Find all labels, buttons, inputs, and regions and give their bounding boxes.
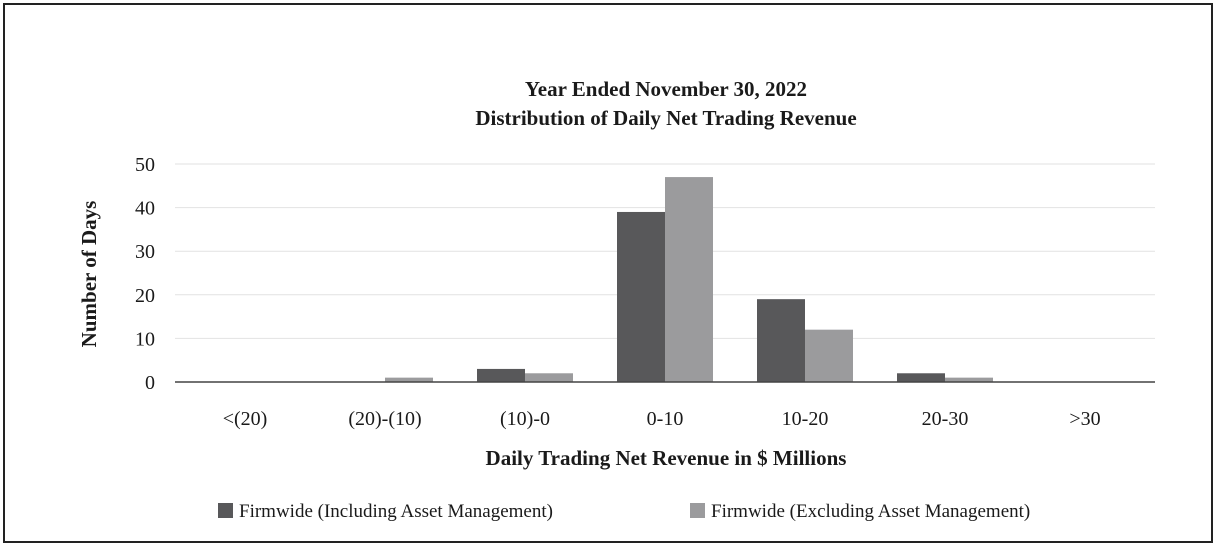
bar-chart: Year Ended November 30, 2022 Distributio… — [77, 77, 1155, 522]
x-tick-label: >30 — [1069, 408, 1100, 430]
bar-excluding-5 — [945, 377, 993, 382]
legend-swatch — [690, 503, 705, 518]
bar-excluding-3 — [665, 177, 713, 382]
y-axis-title: Number of Days — [77, 201, 101, 348]
y-tick-label: 50 — [135, 154, 155, 176]
x-tick-label: 0-10 — [647, 408, 684, 430]
legend-label: Firmwide (Including Asset Management) — [239, 501, 553, 522]
legend-label: Firmwide (Excluding Asset Management) — [711, 501, 1030, 522]
bar-including-4 — [757, 299, 805, 382]
x-axis-ticks: <(20) (20)-(10) (10)-0 0-10 10-20 20-30 >30 — [223, 408, 1101, 430]
chart-frame — [3, 3, 1213, 543]
bar-excluding-2 — [525, 373, 573, 382]
legend: Firmwide (Including Asset Management) Fir… — [218, 501, 1030, 522]
bar-including-2 — [477, 368, 525, 382]
bar-excluding-4 — [805, 329, 853, 382]
bar-including-3 — [617, 211, 665, 382]
bar-including-5 — [897, 373, 945, 382]
bar-excluding-1 — [385, 377, 433, 382]
chart-title: Year Ended November 30, 2022 — [525, 77, 807, 101]
x-tick-label: 20-30 — [922, 408, 969, 430]
chart-subtitle: Distribution of Daily Net Trading Revenu… — [475, 106, 856, 130]
y-axis-ticks: 0 10 20 30 40 50 — [135, 154, 155, 394]
x-tick-label: (20)-(10) — [348, 408, 421, 430]
x-axis-title: Daily Trading Net Revenue in $ Millions — [486, 446, 847, 470]
y-tick-label: 10 — [135, 328, 155, 350]
bars — [385, 177, 993, 382]
x-tick-label: (10)-0 — [500, 408, 550, 430]
x-tick-label: 10-20 — [782, 408, 829, 430]
y-tick-label: 20 — [135, 285, 155, 307]
legend-swatch — [218, 503, 233, 518]
y-tick-label: 0 — [145, 372, 155, 394]
x-tick-label: <(20) — [223, 408, 268, 430]
y-tick-label: 30 — [135, 241, 155, 263]
y-tick-label: 40 — [135, 198, 155, 220]
